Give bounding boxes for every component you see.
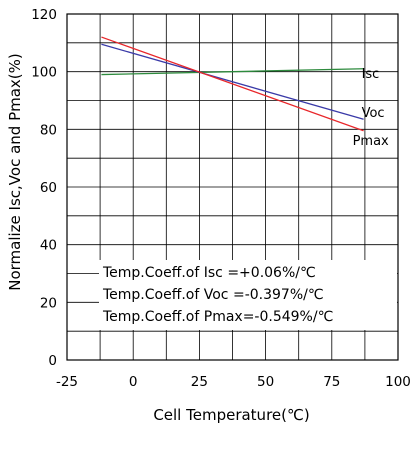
x-axis-title: Cell Temperature(℃): [153, 406, 309, 424]
series-labels: Isc Voc Pmax: [353, 67, 389, 149]
series-label-isc: Isc: [362, 67, 380, 82]
y-axis-title: Normalize Isc,Voc and Pmax(%): [6, 53, 24, 291]
y-tick-label: 100: [31, 65, 57, 81]
coefficient-annotation: Temp.Coeff.of Pmax=-0.549%/℃: [102, 309, 333, 325]
y-tick-labels: 0 20 40 60 80 100 120: [31, 7, 57, 369]
y-tick-label: 120: [31, 7, 57, 23]
coefficient-annotation: Temp.Coeff.of Voc =-0.397%/℃: [102, 287, 324, 303]
x-tick-label: 100: [385, 374, 410, 390]
y-tick-label: 40: [40, 238, 57, 254]
series-line-pmax: [101, 36, 364, 132]
series-lines: [101, 36, 364, 132]
y-tick-label: 80: [40, 122, 57, 138]
x-tick-labels: -25 0 25 50 75 100: [56, 374, 410, 390]
series-line-voc: [101, 43, 364, 120]
plot-frame: [66, 13, 399, 361]
annotation-background: [99, 260, 397, 330]
coefficient-annotations: Temp.Coeff.of Isc =+0.06%/℃ Temp.Coeff.of…: [99, 260, 397, 330]
coefficient-annotation: Temp.Coeff.of Isc =+0.06%/℃: [102, 265, 316, 281]
x-tick-label: -25: [56, 374, 78, 390]
series-label-voc: Voc: [362, 106, 385, 121]
series-line-isc: [101, 68, 364, 76]
x-tick-label: 75: [323, 374, 340, 390]
x-tick-label: 50: [257, 374, 274, 390]
y-tick-label: 0: [48, 353, 57, 369]
y-tick-label: 20: [40, 295, 57, 311]
x-tick-label: 25: [191, 374, 208, 390]
y-tick-label: 60: [40, 180, 57, 196]
series-label-pmax: Pmax: [353, 134, 389, 149]
x-tick-label: 0: [129, 374, 138, 390]
